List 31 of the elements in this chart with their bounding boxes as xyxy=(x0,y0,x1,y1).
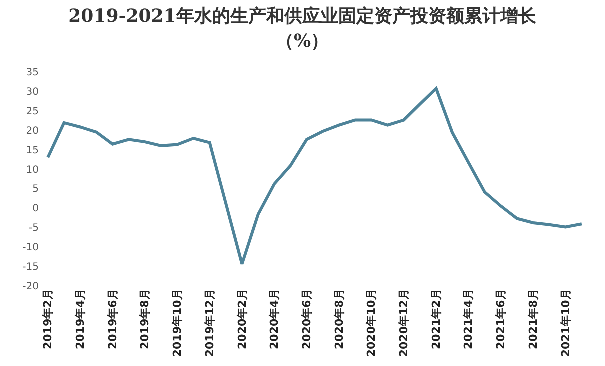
y-tick-label: 30 xyxy=(26,86,39,98)
y-tick-label: 10 xyxy=(26,164,39,176)
x-tick-label: 2021年4月 xyxy=(462,289,476,350)
x-tick-label: 2019年6月 xyxy=(106,289,120,350)
y-tick-label: -10 xyxy=(22,242,39,254)
x-tick-label: 2019年4月 xyxy=(74,289,88,350)
x-tick-label: 2019年10月 xyxy=(171,289,184,358)
y-tick-label: 0 xyxy=(32,204,39,215)
x-tick-label: 2020年8月 xyxy=(332,289,346,350)
y-tick-label: -5 xyxy=(29,223,39,234)
x-tick-label: 2020年2月 xyxy=(236,289,249,350)
y-tick-label: 15 xyxy=(26,145,39,156)
x-tick-label: 2021年10月 xyxy=(559,289,572,358)
y-tick-label: 5 xyxy=(32,184,39,196)
y-tick-label: 20 xyxy=(26,126,39,137)
x-tick-label: 2021年6月 xyxy=(494,289,508,350)
line-series xyxy=(46,87,584,266)
x-tick-label: 2020年4月 xyxy=(268,289,282,350)
y-tick-label: 35 xyxy=(26,68,39,78)
x-tick-label: 2020年10月 xyxy=(365,289,378,358)
y-tick-label: -20 xyxy=(22,282,39,292)
x-tick-label: 2019年12月 xyxy=(203,289,216,358)
y-tick-label: -15 xyxy=(22,262,39,274)
y-tick-label: 25 xyxy=(26,106,39,118)
x-tick-label: 2019年2月 xyxy=(42,289,55,350)
chart-title: 2019-2021年水的生产和供应业固定资产投资额累计增长（%） xyxy=(68,5,538,54)
x-tick-label: 2021年8月 xyxy=(526,289,540,350)
x-tick-label: 2021年2月 xyxy=(430,289,443,350)
x-tick-label: 2020年6月 xyxy=(300,289,314,350)
x-tick-label: 2019年8月 xyxy=(138,289,152,350)
x-tick-label: 2020年12月 xyxy=(398,289,411,358)
